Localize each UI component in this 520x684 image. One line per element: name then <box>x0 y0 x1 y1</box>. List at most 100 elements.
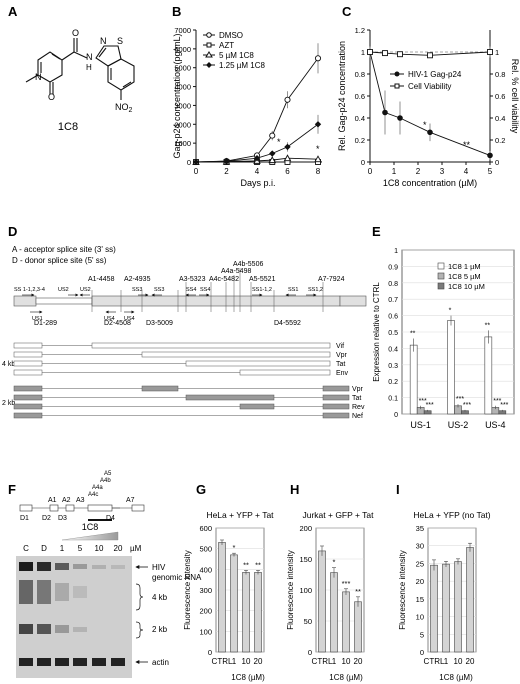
c-significance-1: * <box>423 120 427 130</box>
g-bar <box>230 554 238 653</box>
i-ytick-label: 25 <box>416 559 424 568</box>
g-ytick-label: 600 <box>199 524 212 533</box>
panel-label-a: A <box>8 4 18 19</box>
legend-marker-filled-circle <box>394 71 400 77</box>
f-band-hiv: HIV <box>152 563 166 572</box>
panel-label-d: D <box>8 224 17 239</box>
e-legend-swatch-1 <box>437 262 445 270</box>
c-ytick-label-left: 0.8 <box>355 70 365 79</box>
h-ylabel: Fluorescence intensity <box>286 550 295 630</box>
panel-label-g: G <box>196 482 206 497</box>
i-bar <box>454 561 462 653</box>
i-plot <box>430 542 474 653</box>
h-significance: * <box>333 558 336 567</box>
h-bar <box>354 601 362 653</box>
f-site-d4: D4 <box>106 515 115 522</box>
e-bar <box>409 344 418 415</box>
f-site-a7: A7 <box>126 497 135 504</box>
b-xtick-label: 6 <box>285 167 290 176</box>
c-data-point <box>367 49 373 55</box>
i-ytick-label: 5 <box>420 630 424 639</box>
g-xlabel: 1C8 (µM) <box>231 673 265 682</box>
d-splice-lines <box>91 268 324 312</box>
b-series-line <box>195 123 319 163</box>
i-category-label: 10 <box>454 657 463 666</box>
transcript-rev: Rev <box>352 404 365 411</box>
e-legend-5um: 1C8 5 µM <box>448 272 481 281</box>
c-ytick-label-right: 1 <box>495 48 499 57</box>
f-site-a4c: A4c <box>88 492 98 498</box>
g-bar <box>254 572 262 653</box>
h-bar <box>318 550 326 653</box>
transcript-nef: Nef <box>352 413 363 420</box>
b-legend: DMSO AZT 5 µM 1C8 1.25 µM 1C8 <box>203 31 266 70</box>
e-ytick-label: 0.1 <box>388 396 398 403</box>
blot-bands <box>19 562 125 666</box>
e-x-ticks: US-1 US-2 US-4 <box>410 420 505 430</box>
e-significance: *** <box>463 402 471 409</box>
e-bar <box>447 320 455 415</box>
primer-ss4-f: SS4 <box>200 287 210 293</box>
c-data-point <box>427 52 433 59</box>
f-brace-4kb <box>135 583 144 611</box>
primer-ss12: SS1,2 <box>308 287 323 293</box>
northern-blot <box>16 556 132 678</box>
d-legend-acceptor: A - acceptor splice site (3' ss) <box>12 245 116 254</box>
f-site-a5: A5 <box>104 471 112 477</box>
e-ytick-label: 0 <box>394 412 398 419</box>
e-ytick-label: 0.4 <box>388 346 398 353</box>
group-2kb: 2 kb <box>2 400 15 407</box>
i-category-label: 1 <box>444 657 449 666</box>
b-data-point <box>223 158 230 165</box>
site-a5: A5-5521 <box>249 276 276 283</box>
genome-ltr-3 <box>339 295 367 307</box>
f-concentration-ramp <box>61 531 119 541</box>
f-compound: 1C8 <box>82 522 99 532</box>
panel-label-c: C <box>342 4 352 19</box>
site-d1: D1-289 <box>34 320 57 327</box>
panel-g: G HeLa + YFP + Tat 0 100 200 300 400 500 600 *… <box>183 482 274 682</box>
c-xtick-label: 3 <box>440 167 445 176</box>
b-ytick-label: 5000 <box>174 64 191 73</box>
site-d2: D2-4508 <box>104 320 131 327</box>
g-ytick-label: 400 <box>199 565 212 574</box>
h-category-label: CTRL <box>312 657 333 666</box>
b-legend-azt: AZT <box>219 41 234 50</box>
b-series-line <box>195 58 319 163</box>
c-ytick-label-left: 1.2 <box>355 26 365 35</box>
h-category-label: 10 <box>342 657 351 666</box>
panel-f: F A1 A2 A3 A4c A4a A4b A5 A7 D1 D2 D3 D4… <box>8 471 202 678</box>
g-significance: ** <box>243 560 249 569</box>
i-ytick-label: 15 <box>416 595 424 604</box>
b-data-point <box>314 155 322 163</box>
h-bar <box>342 591 350 653</box>
c-legend: HIV-1 Gag-p24 Cell Viability <box>390 70 462 91</box>
b-significance-2: * <box>316 144 320 154</box>
g-title: HeLa + YFP + Tat <box>206 510 274 520</box>
b-data-point <box>253 155 261 162</box>
legend-marker-open-circle <box>206 32 212 38</box>
i-ytick-label: 35 <box>416 524 424 533</box>
site-a7: A7-7924 <box>318 276 345 283</box>
b-legend-dmso: DMSO <box>219 31 243 40</box>
c-ytick-label-left: 1 <box>361 48 365 57</box>
panel-b: B 0 1000 2000 3000 4000 5000 6000 7000 0 2 4 6 8 Ga… <box>172 4 322 188</box>
legend-marker-open-triangle <box>205 51 213 58</box>
legend-marker-filled-diamond <box>206 62 212 68</box>
g-significance: * <box>233 543 236 552</box>
primer-ss3-f: SS3 <box>132 287 142 293</box>
e-legend-swatch-10 <box>437 282 445 290</box>
i-bar <box>442 563 450 653</box>
c-x-ticks: 0 1 2 3 4 5 <box>368 162 493 176</box>
e-ytick-label: 0.8 <box>388 281 398 288</box>
b-ytick-label: 2000 <box>174 120 191 129</box>
h-y-ticks: 0 50 100 150 200 <box>299 524 364 657</box>
legend-marker-open-square <box>206 42 212 48</box>
g-ytick-label: 500 <box>199 545 212 554</box>
i-xlabel: 1C8 (µM) <box>439 673 473 682</box>
b-ytick-label: 4000 <box>174 83 191 92</box>
b-y-ticks: 0 1000 2000 3000 4000 5000 6000 7000 <box>174 26 196 167</box>
genome-gag-region <box>35 297 93 305</box>
h-plot: ****** <box>318 545 362 653</box>
f-site-d1: D1 <box>20 515 29 522</box>
